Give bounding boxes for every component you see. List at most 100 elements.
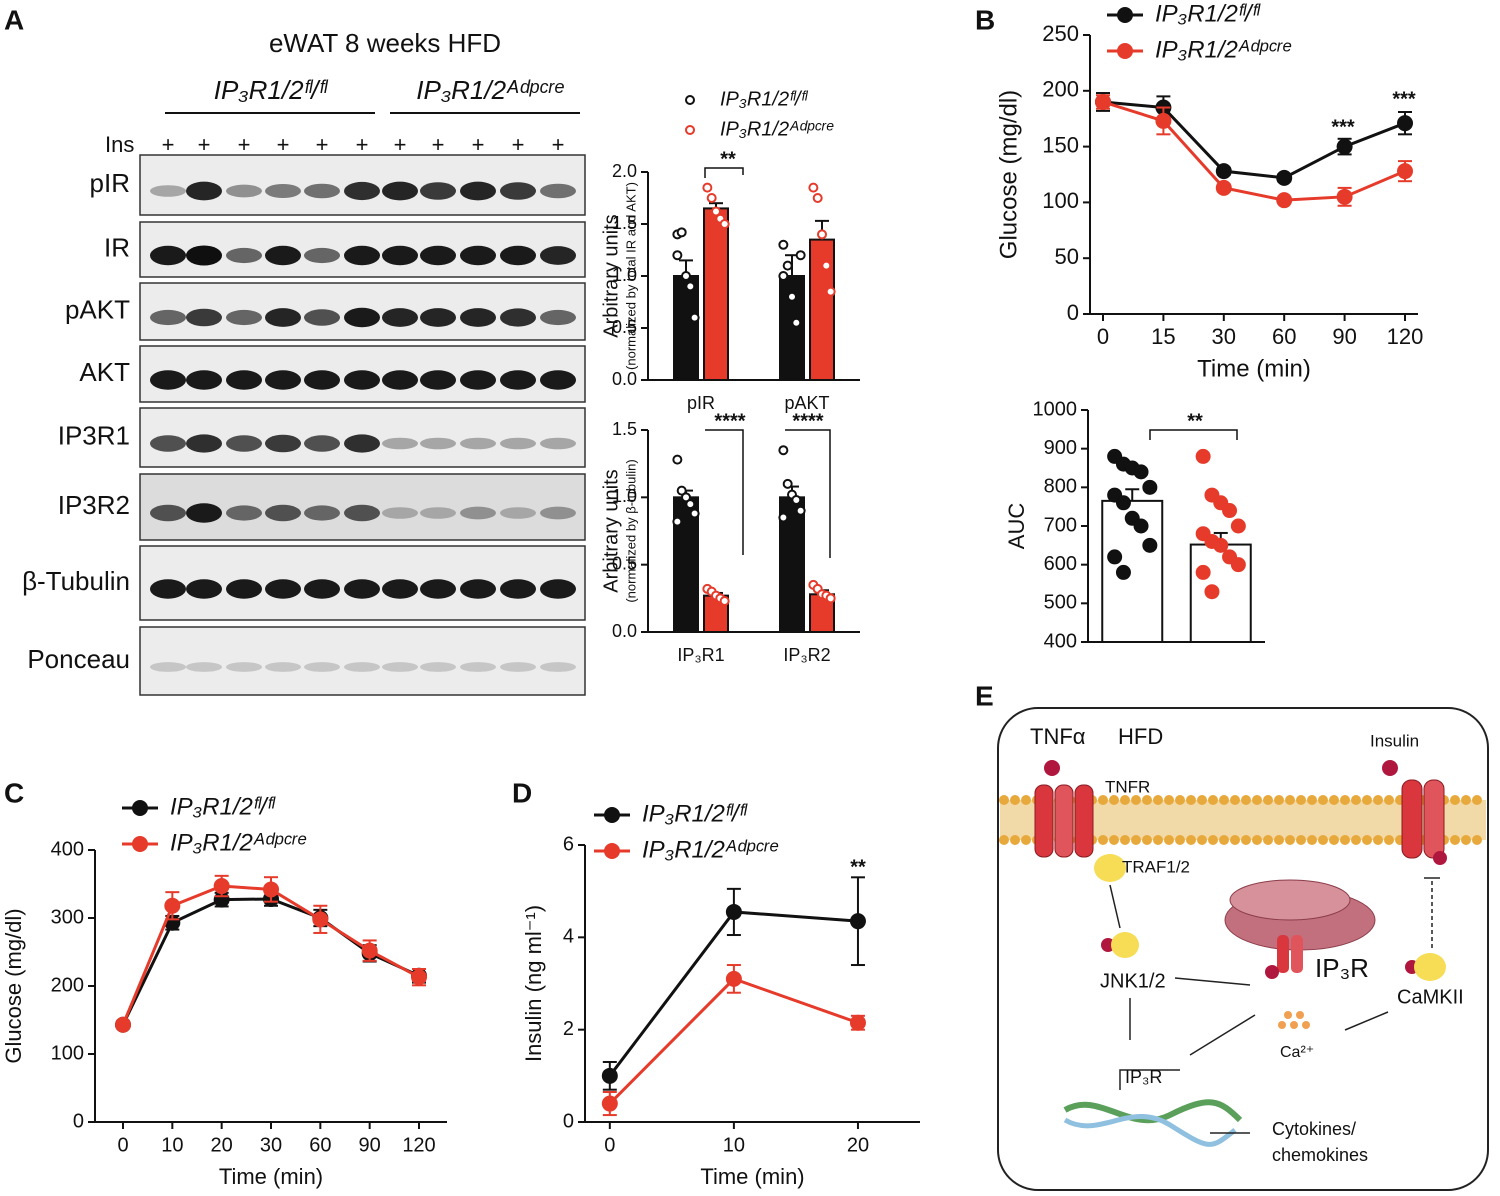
bead bbox=[1010, 835, 1020, 845]
data-point bbox=[685, 499, 696, 510]
series-line bbox=[1102, 100, 1406, 180]
marker bbox=[312, 911, 329, 928]
bead bbox=[1186, 835, 1196, 845]
x-tick-label: IP₃R2 bbox=[783, 645, 830, 665]
data-point bbox=[795, 505, 806, 516]
x-tick-label: 0 bbox=[1097, 324, 1109, 349]
blot-band bbox=[460, 662, 496, 672]
bead bbox=[1285, 835, 1295, 845]
bead bbox=[999, 795, 1009, 805]
significance-label: ** bbox=[850, 856, 866, 878]
treatment-label: Ins bbox=[105, 132, 134, 157]
blot-band bbox=[540, 662, 576, 672]
bead bbox=[1472, 795, 1482, 805]
legend-label: IP₃R1/2ᶠˡ/ᶠˡ bbox=[1155, 0, 1262, 27]
blot-band bbox=[226, 370, 262, 390]
bead bbox=[1208, 795, 1218, 805]
data-point bbox=[706, 193, 717, 203]
bead bbox=[1186, 795, 1196, 805]
data-point bbox=[1230, 518, 1246, 534]
marker bbox=[849, 913, 866, 930]
diagram-label: CaMKII bbox=[1397, 986, 1464, 1008]
blot-band bbox=[226, 662, 262, 672]
blot-band bbox=[460, 245, 496, 266]
blot-band bbox=[226, 247, 262, 264]
significance-bracket bbox=[705, 429, 744, 555]
er bbox=[1229, 879, 1351, 921]
marker bbox=[1276, 169, 1293, 186]
blot-band bbox=[540, 370, 576, 390]
y-tick-label: 100 bbox=[51, 1042, 84, 1064]
blot-band bbox=[186, 434, 222, 453]
y-tick-label: 0 bbox=[563, 1110, 574, 1132]
insulin-receptor bbox=[1401, 779, 1445, 859]
y-axis-label: Glucose (mg/dl) bbox=[995, 90, 1022, 259]
blot-band bbox=[540, 506, 576, 520]
blot-band bbox=[186, 503, 222, 523]
blot-row-label: Ponceau bbox=[27, 644, 130, 674]
bead bbox=[1373, 795, 1383, 805]
bead bbox=[1472, 835, 1482, 845]
significance-bracket bbox=[1149, 429, 1238, 440]
bead bbox=[1351, 835, 1361, 845]
group-label: IP₃R1/2ᴬᵈᵖᶜʳᵉ bbox=[416, 75, 564, 105]
bar bbox=[703, 207, 729, 381]
bead bbox=[1329, 795, 1339, 805]
bead bbox=[1373, 835, 1383, 845]
y-tick-label: 250 bbox=[1042, 21, 1079, 46]
group-label: IP₃R1/2ᶠˡ/ᶠˡ bbox=[214, 75, 329, 105]
x-axis-label: Time (min) bbox=[1197, 355, 1311, 382]
blot-band bbox=[540, 183, 576, 199]
significance-label: ** bbox=[1187, 410, 1203, 432]
y-tick-label: 1.5 bbox=[612, 213, 637, 233]
lane-mark: + bbox=[472, 132, 485, 157]
bead bbox=[1021, 795, 1031, 805]
diagram-label: Insulin bbox=[1370, 731, 1419, 750]
bead bbox=[999, 835, 1009, 845]
blot-band bbox=[150, 662, 186, 672]
blot-band bbox=[500, 437, 536, 450]
y-tick-label: 4 bbox=[563, 926, 574, 948]
blot-band bbox=[186, 370, 222, 390]
legend-label: IP₃R1/2ᴬᵈᵖᶜʳᵉ bbox=[642, 836, 779, 863]
y-tick-label: 1000 bbox=[1033, 398, 1078, 420]
x-tick-label: 10 bbox=[723, 1134, 745, 1156]
blot-title: eWAT 8 weeks HFD bbox=[269, 28, 501, 58]
bead bbox=[1230, 835, 1240, 845]
bead bbox=[1219, 835, 1229, 845]
panel-label: C bbox=[4, 777, 24, 808]
bead bbox=[1252, 835, 1262, 845]
blot-band bbox=[344, 579, 380, 599]
data-point bbox=[1142, 537, 1158, 553]
data-point bbox=[1115, 495, 1131, 511]
camkii bbox=[1414, 953, 1446, 981]
blot-band bbox=[186, 308, 222, 327]
x-tick-label: 30 bbox=[260, 1134, 282, 1156]
diagram-label: Cytokines/ bbox=[1272, 1119, 1356, 1139]
blot-band bbox=[344, 370, 380, 390]
marker bbox=[601, 1067, 618, 1084]
dna bbox=[1063, 1113, 1237, 1147]
data-point bbox=[1222, 503, 1238, 519]
y-tick-label: 0 bbox=[73, 1110, 84, 1132]
blot-band bbox=[150, 185, 186, 197]
marker bbox=[1155, 112, 1172, 129]
data-point bbox=[782, 260, 793, 271]
blot-band bbox=[382, 245, 418, 266]
marker bbox=[849, 1014, 866, 1031]
blot-band bbox=[460, 181, 496, 201]
blot-band bbox=[304, 579, 340, 599]
bead bbox=[1120, 835, 1130, 845]
diagram-label: TNFR bbox=[1105, 777, 1150, 796]
bead bbox=[1263, 795, 1273, 805]
jnk bbox=[1111, 932, 1139, 958]
legend-label: IP₃R1/2ᶠˡ/ᶠˡ bbox=[170, 793, 277, 820]
y-tick-label: 50 bbox=[1055, 244, 1079, 269]
tnf-receptor bbox=[1034, 784, 1094, 858]
data-point bbox=[1230, 557, 1246, 573]
y-tick-label: 0.0 bbox=[612, 369, 637, 389]
lane-mark: + bbox=[356, 132, 369, 157]
x-tick-label: 60 bbox=[309, 1134, 331, 1156]
bead bbox=[1296, 835, 1306, 845]
y-tick-label: 0.5 bbox=[612, 317, 637, 337]
